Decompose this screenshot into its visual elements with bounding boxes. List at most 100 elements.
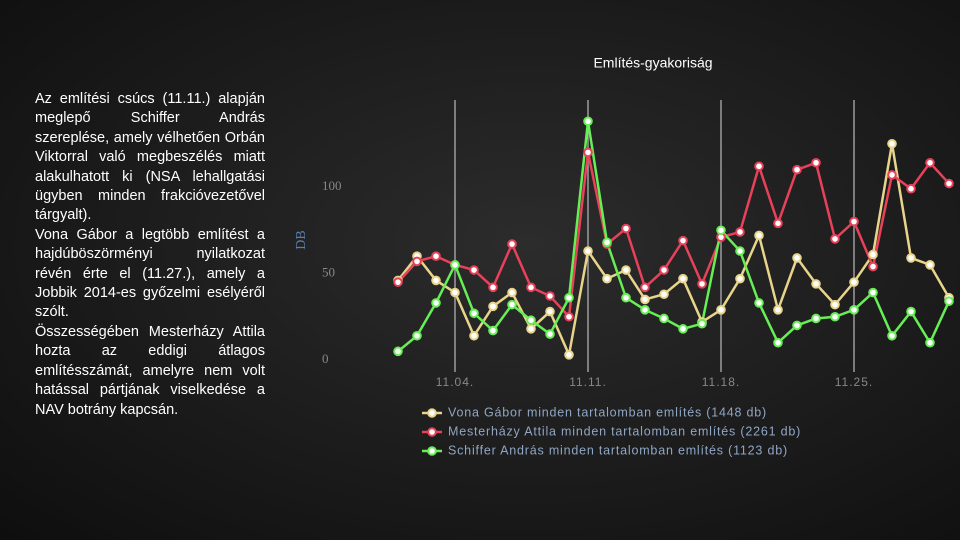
point [849, 305, 859, 315]
point [583, 116, 593, 127]
point [925, 337, 935, 348]
point [716, 225, 726, 236]
point [450, 287, 460, 298]
x-tick-label: 11.11. [569, 375, 607, 389]
point [526, 324, 536, 334]
point [925, 157, 935, 168]
point [773, 305, 783, 315]
point [564, 350, 574, 360]
point [469, 265, 479, 275]
series-line [397, 121, 951, 353]
point [393, 277, 403, 287]
point [754, 161, 764, 172]
point [773, 337, 783, 348]
y-axis-label: DB [294, 230, 309, 249]
legend-marker [427, 427, 437, 437]
series-line [397, 143, 951, 360]
point [792, 320, 802, 331]
point [811, 313, 821, 324]
point [526, 315, 536, 326]
point [564, 292, 574, 303]
point [583, 246, 593, 256]
point [868, 261, 878, 272]
point [488, 282, 498, 293]
point [469, 308, 479, 319]
point [602, 237, 612, 248]
y-tick-label: 100 [322, 178, 342, 193]
point [887, 138, 897, 149]
point [507, 287, 517, 298]
series-line [397, 152, 950, 320]
point [621, 265, 631, 275]
point [944, 178, 954, 189]
y-tick-label: 0 [322, 351, 329, 366]
x-tick-label: 11.18. [702, 375, 740, 389]
description: Az említési csúcs (11.11.) alapján megle… [35, 90, 265, 420]
point [488, 325, 498, 336]
point [431, 251, 441, 262]
point [393, 346, 403, 357]
point [678, 273, 688, 284]
point [811, 279, 821, 289]
point [450, 260, 460, 270]
paragraph: Összességében Mesterházy Attila hozta az… [35, 323, 265, 418]
point [849, 277, 859, 287]
point [754, 298, 764, 308]
point [640, 305, 650, 315]
point [659, 313, 669, 324]
point [887, 330, 897, 341]
point [640, 294, 650, 305]
point [773, 218, 783, 229]
legend-marker [427, 446, 437, 456]
point [412, 330, 422, 341]
point [412, 256, 422, 267]
paragraph: Az említési csúcs (11.11.) alapján megle… [35, 91, 265, 224]
point [830, 311, 840, 322]
legend-label: Vona Gábor minden tartalomban említés (1… [448, 405, 767, 419]
point [868, 287, 878, 298]
point [640, 282, 650, 293]
legend-label: Mesterházy Attila minden tartalomban eml… [448, 424, 801, 438]
point [564, 311, 574, 322]
point [792, 253, 802, 263]
chart-title: Említés-gyakoriság [593, 55, 712, 71]
point [906, 183, 916, 194]
legend-marker [427, 408, 437, 418]
point [488, 301, 498, 312]
point [469, 330, 479, 341]
point [602, 273, 612, 284]
point [507, 299, 517, 310]
point [545, 306, 555, 317]
point [621, 292, 631, 303]
point [906, 306, 916, 317]
point [621, 223, 631, 234]
point [678, 235, 688, 246]
x-tick-label: 11.25. [835, 375, 873, 389]
point [545, 291, 555, 301]
point [583, 147, 593, 158]
point [830, 234, 840, 244]
point [735, 227, 745, 237]
point [678, 324, 688, 334]
point [659, 265, 669, 275]
point [735, 273, 745, 284]
point [944, 296, 954, 306]
x-tick-label: 11.04. [436, 375, 474, 389]
point [735, 246, 745, 256]
point [507, 239, 517, 249]
point [526, 282, 536, 293]
point [659, 289, 669, 300]
y-tick-label: 50 [322, 264, 335, 279]
point [792, 164, 802, 175]
point [754, 230, 764, 241]
point [697, 318, 707, 329]
point [868, 249, 878, 260]
point [906, 253, 916, 263]
point [925, 260, 935, 270]
point [716, 305, 726, 315]
point [697, 279, 707, 289]
point [887, 170, 897, 180]
point [811, 157, 821, 168]
